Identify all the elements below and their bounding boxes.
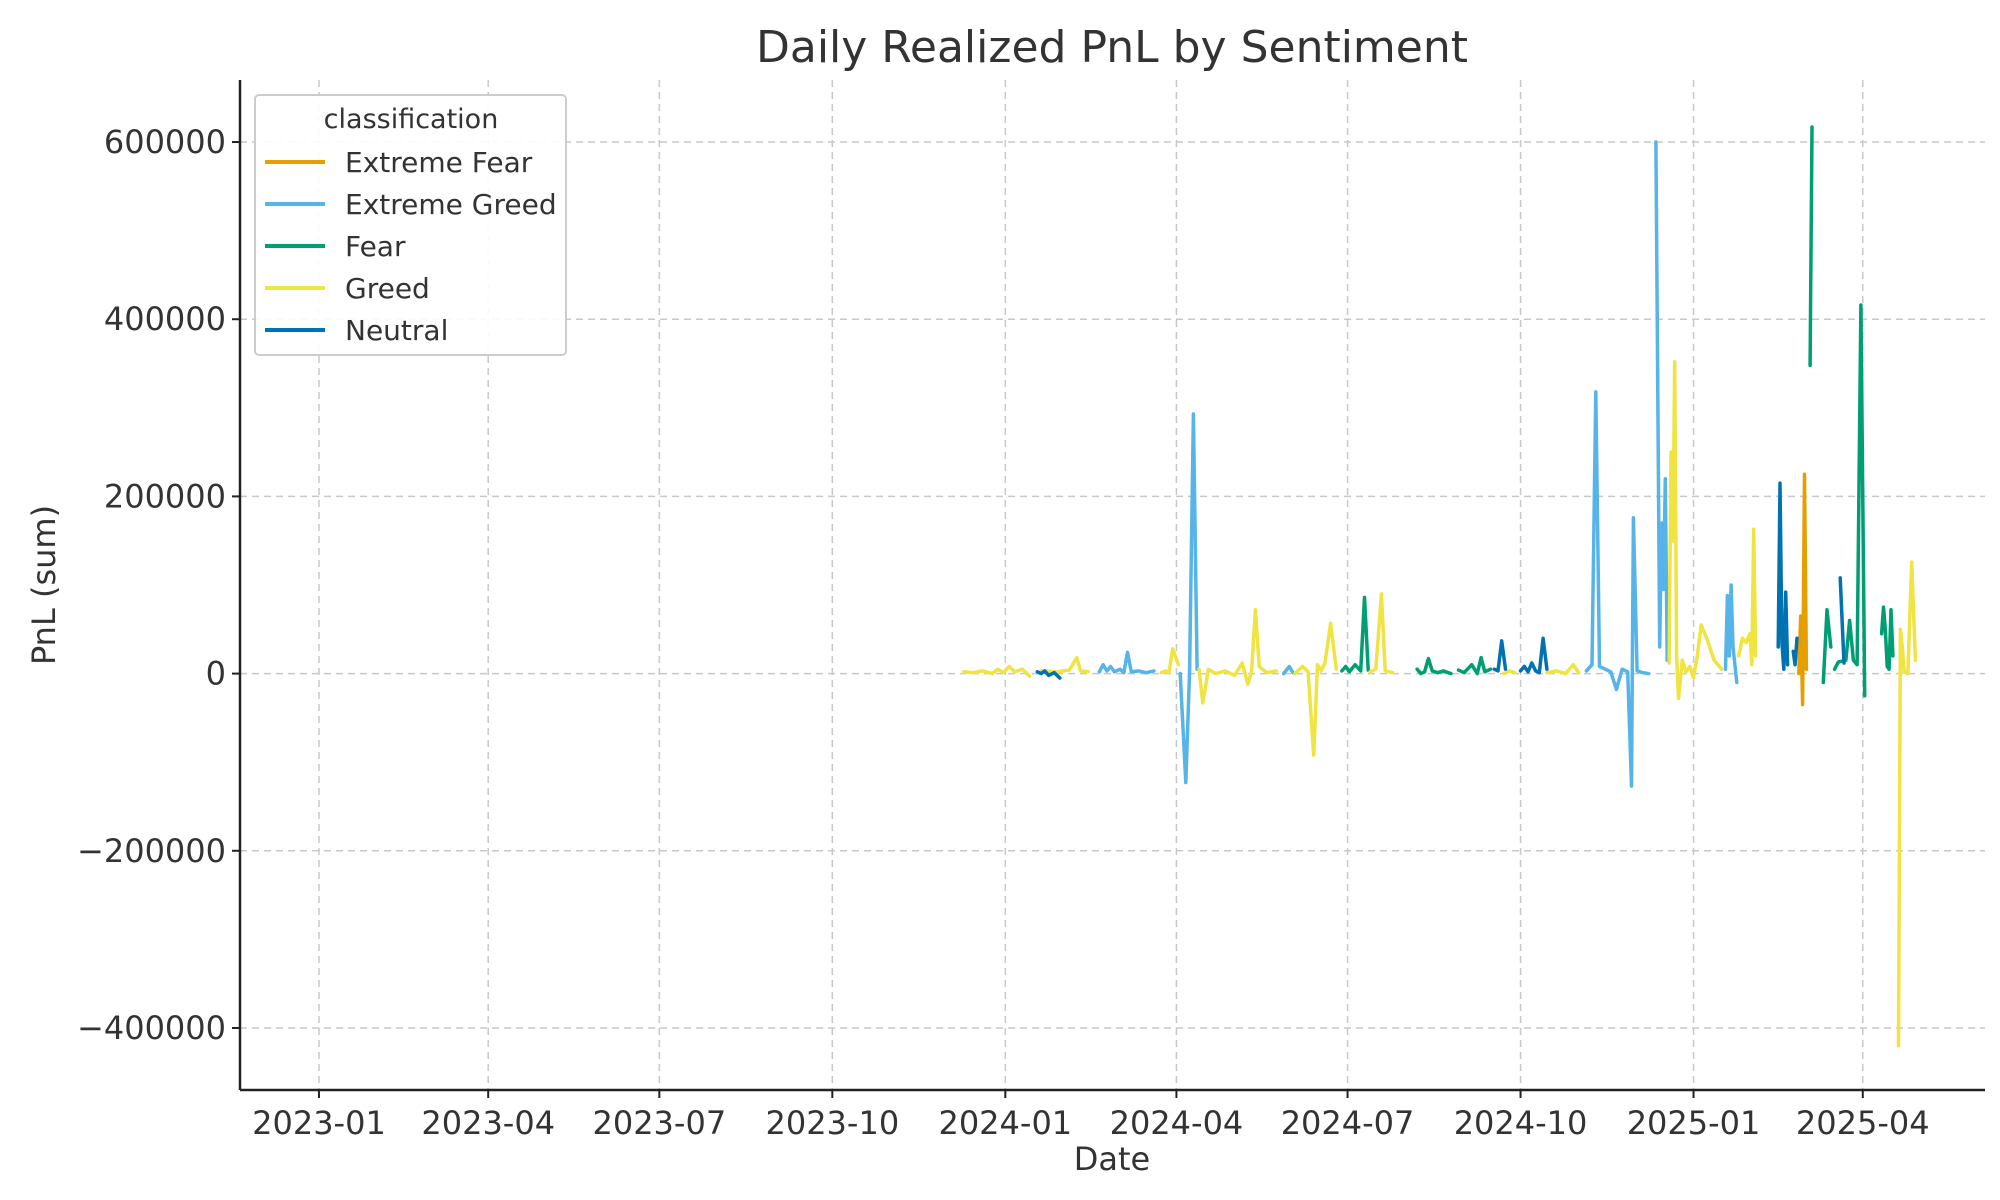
series-line-greed	[962, 359, 1918, 1048]
series-line-neutral	[1035, 481, 1846, 680]
y-tick-label: 200000	[104, 477, 226, 515]
x-tick-label: 2023-10	[765, 1104, 899, 1142]
x-tick-label: 2025-04	[1796, 1104, 1930, 1142]
y-axis-label: PnL (sum)	[25, 505, 63, 665]
legend-label-extreme-fear: Extreme Fear	[345, 146, 533, 179]
legend-label-extreme-greed: Extreme Greed	[345, 188, 557, 221]
x-tick-label: 2024-07	[1281, 1104, 1415, 1142]
x-tick-label: 2024-01	[938, 1104, 1072, 1142]
x-tick-label: 2023-01	[252, 1104, 386, 1142]
legend-title: classification	[324, 104, 499, 135]
legend-box	[254, 94, 567, 356]
x-tick-label: 2023-07	[592, 1104, 726, 1142]
y-tick-label: 400000	[104, 300, 226, 338]
x-axis-label: Date	[1074, 1140, 1150, 1178]
x-tick-label: 2024-04	[1110, 1104, 1244, 1142]
legend-label-greed: Greed	[345, 272, 430, 305]
y-ticks: 600000 400000 200000 0 −200000 −400000	[77, 123, 240, 1047]
legend-entries: Extreme Fear Extreme Greed Fear Greed Neutra…	[265, 146, 557, 347]
y-tick-label: −200000	[77, 832, 226, 870]
series-line-extreme-greed	[1097, 140, 1739, 788]
series-line-fear	[1340, 125, 1895, 698]
y-tick-label: −400000	[77, 1009, 226, 1047]
y-tick-label: 600000	[104, 123, 226, 161]
x-tick-label: 2025-01	[1627, 1104, 1761, 1142]
x-ticks: 2023-01 2023-04 2023-07 2023-10 2024-01 2024-…	[252, 1090, 1930, 1142]
x-tick-label: 2024-10	[1454, 1104, 1588, 1142]
legend-label-neutral: Neutral	[345, 314, 448, 347]
x-tick-label: 2023-04	[421, 1104, 555, 1142]
y-tick-label: 0	[206, 655, 226, 693]
chart-title: Daily Realized PnL by Sentiment	[756, 22, 1468, 73]
legend-label-fear: Fear	[345, 230, 406, 263]
series-line-extreme-fear	[1797, 472, 1809, 707]
legend: classification Extreme Fear Extreme Greed…	[254, 94, 567, 356]
plot-series	[962, 125, 1918, 1048]
